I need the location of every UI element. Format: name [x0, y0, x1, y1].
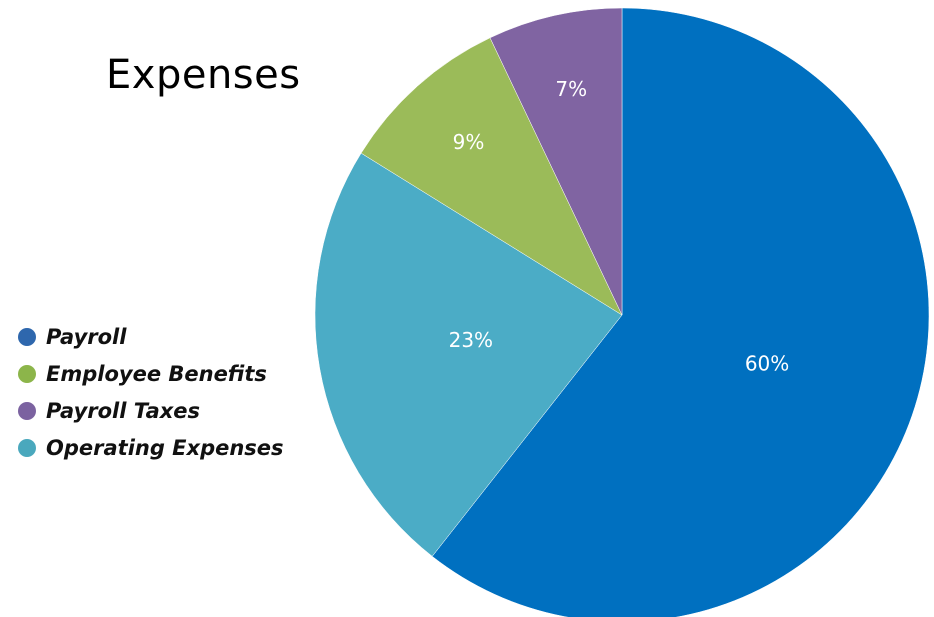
- pie-slice-employee-benefits: [360, 37, 623, 316]
- legend-marker-operating-expenses: [18, 438, 36, 457]
- slice-label-operating-expenses: 23%: [449, 328, 493, 352]
- legend-item-payroll-taxes: Payroll Taxes: [18, 392, 284, 429]
- legend-label-operating-expenses: Operating Expenses: [46, 435, 284, 460]
- legend-marker-payroll-taxes: [18, 401, 36, 420]
- chart-title: Expenses: [106, 52, 301, 98]
- legend-item-employee-benefits: Employee Benefits: [18, 355, 284, 392]
- legend-item-operating-expenses: Operating Expenses: [18, 429, 284, 466]
- legend-marker-payroll: [18, 327, 36, 346]
- slice-label-payroll: 60%: [745, 352, 789, 376]
- pie-slice-payroll: [431, 7, 930, 617]
- legend-label-payroll: Payroll: [46, 324, 127, 349]
- pie-slice-operating-expenses: [314, 152, 623, 557]
- pie-slice-payroll-taxes: [489, 7, 623, 316]
- slice-label-payroll-taxes: 7%: [555, 77, 587, 101]
- legend-label-employee-benefits: Employee Benefits: [46, 361, 267, 386]
- legend-marker-employee-benefits: [18, 364, 36, 383]
- slice-label-employee-benefits: 9%: [453, 130, 485, 154]
- legend-label-payroll-taxes: Payroll Taxes: [46, 398, 201, 423]
- legend-item-payroll: Payroll: [18, 318, 284, 355]
- legend: Payroll Employee Benefits Payroll Taxes …: [18, 318, 284, 466]
